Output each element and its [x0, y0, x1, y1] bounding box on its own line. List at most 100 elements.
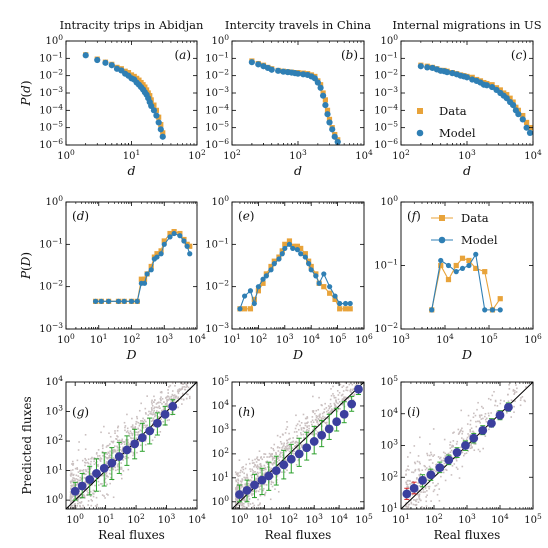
flux-point [87, 468, 90, 471]
flux-point [71, 536, 73, 538]
flux-point [95, 453, 98, 455]
flux-point [426, 454, 429, 457]
data-point-data [148, 263, 154, 270]
flux-point [240, 483, 243, 485]
binned-mean-point [435, 463, 445, 473]
flux-point [127, 444, 130, 447]
flux-point [70, 492, 72, 495]
flux-point [109, 443, 111, 445]
flux-point [241, 485, 244, 488]
binned-mean-point [461, 441, 470, 450]
flux-point [71, 527, 73, 529]
data-point-model [314, 79, 321, 86]
flux-point [150, 401, 153, 403]
binned-mean-point [504, 402, 513, 412]
flux-point [241, 466, 243, 469]
flux-point [415, 503, 418, 506]
x-tick-label: 102 [392, 148, 410, 162]
flux-point [333, 396, 336, 399]
x-axis-label: D [125, 347, 136, 362]
flux-point [90, 504, 93, 507]
panel-label: (d) [72, 209, 89, 223]
flux-point [171, 411, 173, 414]
flux-point [461, 432, 463, 435]
flux-point [250, 511, 252, 513]
flux-point [99, 490, 102, 492]
flux-point [181, 386, 184, 388]
data-point-model [115, 298, 122, 304]
binned-mean-point [426, 470, 436, 480]
flux-point [413, 461, 416, 464]
flux-point [123, 421, 126, 424]
flux-point [264, 468, 266, 470]
flux-point [523, 374, 525, 376]
flux-point [432, 428, 435, 430]
flux-point [515, 391, 518, 393]
flux-point [330, 405, 333, 407]
y-tick-label: 10−2 [39, 68, 63, 82]
flux-point [72, 512, 74, 514]
flux-point [253, 471, 256, 473]
flux-point [135, 423, 137, 425]
flux-point [104, 453, 106, 455]
flux-point [300, 428, 303, 431]
flux-point [428, 465, 431, 468]
flux-point [470, 447, 473, 449]
flux-point [141, 420, 144, 422]
flux-point [467, 450, 469, 452]
data-point-model [316, 280, 322, 286]
x-axis-label: D [292, 347, 303, 362]
flux-point [273, 462, 275, 465]
panel-h: 100 101 102 103 104 105100101102103104105Real… [211, 374, 372, 542]
flux-point [298, 420, 301, 423]
data-point-model [324, 111, 331, 118]
data-point-model [319, 92, 327, 99]
flux-point [136, 451, 138, 454]
flux-point [323, 408, 326, 411]
flux-point [247, 500, 249, 502]
flux-point [320, 417, 323, 419]
flux-point [158, 416, 160, 418]
flux-point [136, 417, 139, 420]
flux-point [482, 447, 484, 450]
flux-point [97, 449, 100, 451]
flux-point [240, 481, 243, 483]
data-point-model [263, 273, 269, 279]
flux-point [155, 406, 158, 409]
flux-point [71, 469, 74, 471]
flux-point [465, 438, 468, 441]
flux-point [237, 504, 239, 506]
y-tick-label: 10−6 [205, 137, 229, 151]
y-tick-label: 10−4 [374, 102, 398, 116]
flux-point [119, 468, 122, 470]
flux-point [132, 437, 135, 440]
flux-point [510, 416, 513, 418]
flux-point [278, 459, 280, 462]
flux-point [76, 478, 79, 481]
plot-frame [400, 381, 534, 510]
flux-point [310, 421, 313, 423]
y-tick-label: 103 [45, 404, 63, 418]
flux-point [318, 414, 321, 417]
flux-point [276, 478, 278, 481]
binned-mean-point [92, 469, 101, 478]
flux-point [144, 426, 147, 429]
flux-point [416, 498, 418, 501]
flux-point [451, 446, 453, 448]
flux-point [295, 440, 297, 443]
flux-point [281, 471, 283, 473]
flux-point [512, 390, 515, 392]
panel-label: (c) [511, 48, 527, 62]
flux-point [101, 483, 103, 485]
flux-point [345, 386, 348, 389]
flux-point [187, 393, 189, 396]
flux-point [108, 456, 110, 459]
flux-point [181, 392, 184, 395]
flux-point [263, 494, 266, 497]
flux-point [90, 460, 92, 463]
flux-point [525, 386, 527, 388]
flux-point [409, 499, 412, 502]
flux-point [150, 420, 153, 422]
flux-point [253, 462, 255, 464]
flux-point [252, 506, 254, 509]
